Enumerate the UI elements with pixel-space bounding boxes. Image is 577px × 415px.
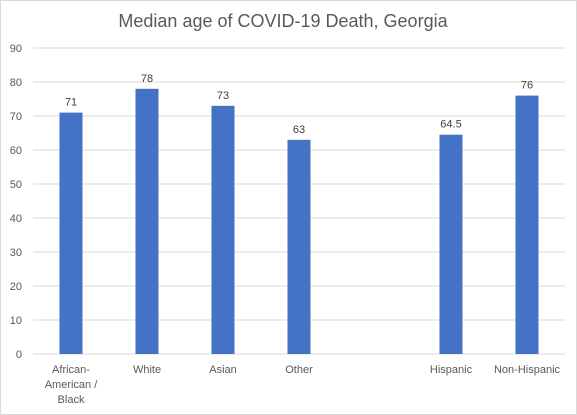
y-tick-label: 70: [10, 111, 22, 123]
chart-title: Median age of COVID-19 Death, Georgia: [118, 11, 448, 31]
y-tick-label: 40: [10, 213, 22, 225]
data-label: 71: [65, 97, 77, 109]
x-tick-label: Hispanic: [430, 364, 473, 376]
bar: [135, 88, 159, 355]
x-tick-label: Other: [285, 364, 313, 376]
data-label: 78: [141, 73, 153, 85]
bar: [211, 105, 235, 354]
y-tick-label: 10: [10, 315, 22, 327]
data-label: 73: [217, 90, 229, 102]
y-tick-label: 20: [10, 281, 22, 293]
x-tick-label: Asian: [209, 364, 237, 376]
data-labels: 71 78 73 63 64.5 76: [65, 73, 533, 136]
x-tick-label: White: [133, 364, 161, 376]
bars: [59, 88, 539, 355]
gridlines: [33, 47, 565, 355]
bar: [439, 134, 463, 354]
x-axis-ticks: African- American / Black White Asian Other Hi…: [45, 364, 561, 406]
x-tick-label: American /: [45, 379, 99, 391]
y-tick-label: 50: [10, 179, 22, 191]
data-label: 76: [521, 80, 533, 92]
y-tick-label: 60: [10, 145, 22, 157]
y-tick-label: 0: [16, 349, 22, 361]
bar: [59, 112, 83, 354]
y-tick-label: 80: [10, 77, 22, 89]
y-axis-ticks: 0 10 20 30 40 50 60 70 80 90: [10, 43, 22, 361]
x-tick-label: Black: [58, 394, 85, 406]
x-tick-label: African-: [52, 364, 90, 376]
data-label: 64.5: [440, 119, 461, 131]
bar: [515, 95, 539, 354]
y-tick-label: 90: [10, 43, 22, 55]
x-tick-label: Non-Hispanic: [494, 364, 561, 376]
bar: [287, 139, 311, 354]
data-label: 63: [293, 124, 305, 136]
y-tick-label: 30: [10, 247, 22, 259]
